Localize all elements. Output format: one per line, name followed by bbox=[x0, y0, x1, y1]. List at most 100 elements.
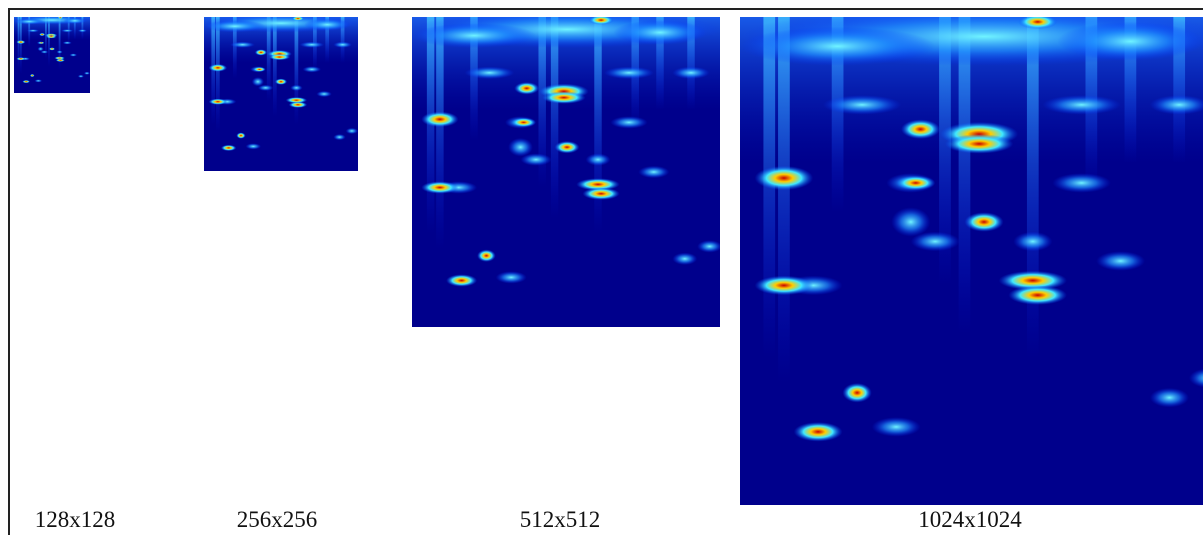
heat-shape bbox=[49, 47, 55, 50]
size-label: 512x512 bbox=[460, 507, 660, 533]
heat-shape bbox=[1189, 368, 1203, 388]
heat-shape bbox=[30, 74, 35, 77]
heat-shape bbox=[508, 138, 533, 157]
heat-shape bbox=[333, 134, 345, 140]
heat-shape bbox=[794, 422, 843, 442]
heatmap bbox=[412, 17, 720, 327]
heat-shape bbox=[1027, 17, 1039, 359]
heat-shape bbox=[594, 17, 601, 234]
heat-shape bbox=[204, 20, 266, 32]
heat-shape bbox=[56, 59, 65, 62]
heat-shape bbox=[823, 95, 901, 115]
heat-shape bbox=[20, 17, 22, 74]
heat-shape bbox=[604, 67, 654, 79]
heat-shape bbox=[755, 166, 814, 190]
heatmap bbox=[204, 17, 358, 171]
heat-shape bbox=[872, 417, 921, 437]
heat-shape bbox=[465, 67, 515, 79]
heatmap-image bbox=[740, 17, 1203, 505]
heat-shape bbox=[253, 67, 265, 72]
heat-shape bbox=[289, 102, 307, 108]
heat-shape bbox=[252, 77, 264, 86]
heat-shape bbox=[412, 23, 536, 48]
heat-shape bbox=[542, 91, 585, 103]
heat-shape bbox=[421, 112, 458, 128]
heat-shape bbox=[446, 274, 477, 286]
frame-border bbox=[8, 8, 1203, 10]
heat-shape bbox=[1008, 285, 1067, 305]
heat-shape bbox=[586, 153, 611, 165]
heat-shape bbox=[16, 57, 25, 60]
heat-shape bbox=[896, 176, 935, 191]
heatmap bbox=[740, 17, 1203, 505]
heat-shape bbox=[84, 72, 90, 75]
heat-shape bbox=[610, 116, 647, 128]
heatmap-image bbox=[14, 17, 90, 93]
heat-shape bbox=[35, 79, 43, 82]
heat-shape bbox=[672, 67, 709, 79]
heat-shape bbox=[1043, 95, 1121, 115]
heat-shape bbox=[316, 91, 331, 97]
heat-shape bbox=[304, 19, 350, 31]
heat-shape bbox=[78, 75, 84, 78]
heat-shape bbox=[421, 181, 458, 193]
heat-shape bbox=[1052, 173, 1111, 193]
heat-shape bbox=[46, 35, 57, 38]
heat-shape bbox=[514, 82, 539, 94]
frame-border bbox=[8, 8, 10, 535]
heat-shape bbox=[255, 49, 267, 55]
heat-shape bbox=[555, 141, 580, 153]
heat-shape bbox=[295, 17, 299, 125]
heat-shape bbox=[69, 53, 77, 56]
heat-shape bbox=[236, 133, 245, 139]
heat-shape bbox=[672, 253, 697, 265]
heat-shape bbox=[303, 66, 321, 72]
heat-shape bbox=[59, 17, 61, 70]
heat-shape bbox=[583, 188, 620, 200]
heat-shape bbox=[38, 47, 44, 52]
heat-shape bbox=[230, 42, 255, 48]
heat-shape bbox=[1096, 251, 1145, 271]
heatmap-image bbox=[412, 17, 720, 327]
heat-shape bbox=[38, 42, 44, 44]
size-label: 1024x1024 bbox=[870, 507, 1070, 533]
heat-shape bbox=[63, 41, 72, 44]
heat-shape bbox=[436, 17, 443, 250]
heat-shape bbox=[1150, 388, 1189, 408]
heat-shape bbox=[63, 18, 86, 24]
heat-shape bbox=[496, 271, 527, 283]
heat-shape bbox=[740, 27, 935, 66]
heat-shape bbox=[511, 118, 536, 127]
heat-shape bbox=[269, 54, 291, 60]
heat-shape bbox=[209, 64, 227, 72]
heatmap-image bbox=[204, 17, 358, 171]
size-label: 128x128 bbox=[0, 507, 175, 533]
heat-shape bbox=[290, 85, 302, 91]
heat-shape bbox=[346, 128, 358, 134]
heat-shape bbox=[842, 383, 871, 403]
heat-shape bbox=[221, 145, 236, 151]
heat-shape bbox=[216, 17, 220, 133]
heat-shape bbox=[638, 166, 669, 178]
heat-shape bbox=[14, 19, 44, 25]
heat-shape bbox=[477, 250, 496, 262]
heat-shape bbox=[39, 33, 45, 36]
heat-shape bbox=[333, 42, 351, 48]
heat-shape bbox=[755, 276, 814, 296]
heat-shape bbox=[1057, 22, 1203, 61]
heat-shape bbox=[964, 212, 1003, 232]
heat-shape bbox=[614, 20, 707, 45]
heat-shape bbox=[901, 119, 940, 139]
heat-shape bbox=[299, 42, 324, 48]
heat-shape bbox=[22, 80, 30, 83]
size-label: 256x256 bbox=[177, 507, 377, 533]
heat-shape bbox=[246, 143, 261, 149]
heat-shape bbox=[78, 29, 87, 32]
heat-shape bbox=[275, 79, 287, 85]
heat-shape bbox=[778, 17, 790, 383]
heat-shape bbox=[697, 240, 720, 252]
heat-shape bbox=[945, 134, 1013, 154]
heat-shape bbox=[16, 40, 25, 44]
heatmap bbox=[14, 17, 90, 93]
figure: 128x128 256x256 512x512 1024x1024 bbox=[0, 0, 1203, 535]
